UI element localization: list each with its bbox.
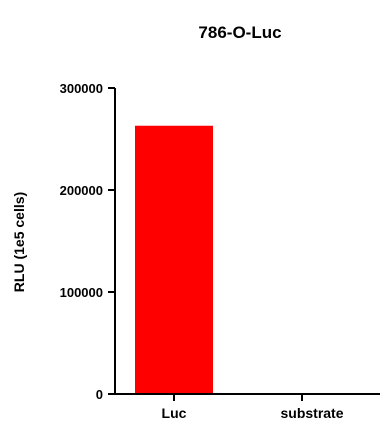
x-tick-label: Luc <box>162 405 187 421</box>
y-tick-label: 200000 <box>60 183 103 198</box>
x-tick-label: substrate <box>280 405 343 421</box>
chart-title: 786-O-Luc <box>198 23 281 42</box>
y-axis-label: RLU (1e5 cells) <box>11 192 27 292</box>
y-tick-label: 300000 <box>60 81 103 96</box>
bar-luc <box>135 125 213 395</box>
y-tick-label: 0 <box>96 387 103 402</box>
plot-area: 0 100000 200000 300000 Luc substrate <box>60 81 380 421</box>
y-tick-label: 100000 <box>60 285 103 300</box>
